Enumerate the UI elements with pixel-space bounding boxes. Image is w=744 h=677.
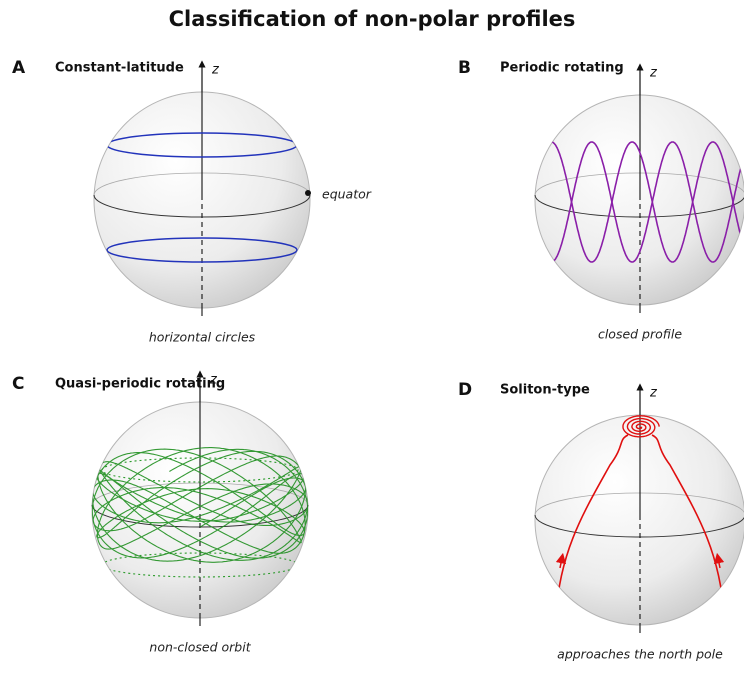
caption: non-closed orbit (149, 640, 251, 655)
panel-title: Soliton-type (500, 383, 590, 398)
caption: approaches the north pole (557, 647, 723, 662)
spiral (622, 415, 660, 438)
panel-title: Constant-latitude (55, 61, 184, 76)
latitude-circle (106, 237, 298, 263)
closed-profile (535, 141, 744, 263)
curves (555, 434, 725, 616)
equator-label: equator (322, 187, 372, 202)
axis-label: z (211, 63, 220, 78)
panel-letter: C (12, 374, 24, 394)
axis-label: z (209, 373, 218, 388)
arrow (555, 552, 567, 569)
closed-profile (535, 141, 744, 263)
panel-letter: A (12, 58, 26, 78)
panel: B Periodic rotating z closed profile (458, 58, 744, 342)
panel: D Soliton-type z approaches the north pole (458, 380, 744, 662)
panel-title: Quasi-periodic rotating (55, 377, 225, 392)
panel-letter: D (458, 380, 472, 400)
arrow (713, 552, 725, 569)
axis-label: z (649, 386, 658, 401)
equator-point (305, 190, 311, 196)
panel: A Constant-latitude z horizontal circles equ… (12, 58, 372, 345)
axis-label: z (649, 66, 658, 81)
panel-letter: B (458, 58, 471, 78)
title: Classification of non-polar profiles (169, 7, 576, 31)
curves (535, 141, 744, 263)
panel-title: Periodic rotating (500, 61, 624, 76)
caption: closed profile (598, 327, 682, 342)
caption: horizontal circles (149, 330, 256, 345)
soliton-left (555, 434, 629, 616)
soliton-right (651, 434, 725, 616)
orbit (92, 447, 308, 563)
